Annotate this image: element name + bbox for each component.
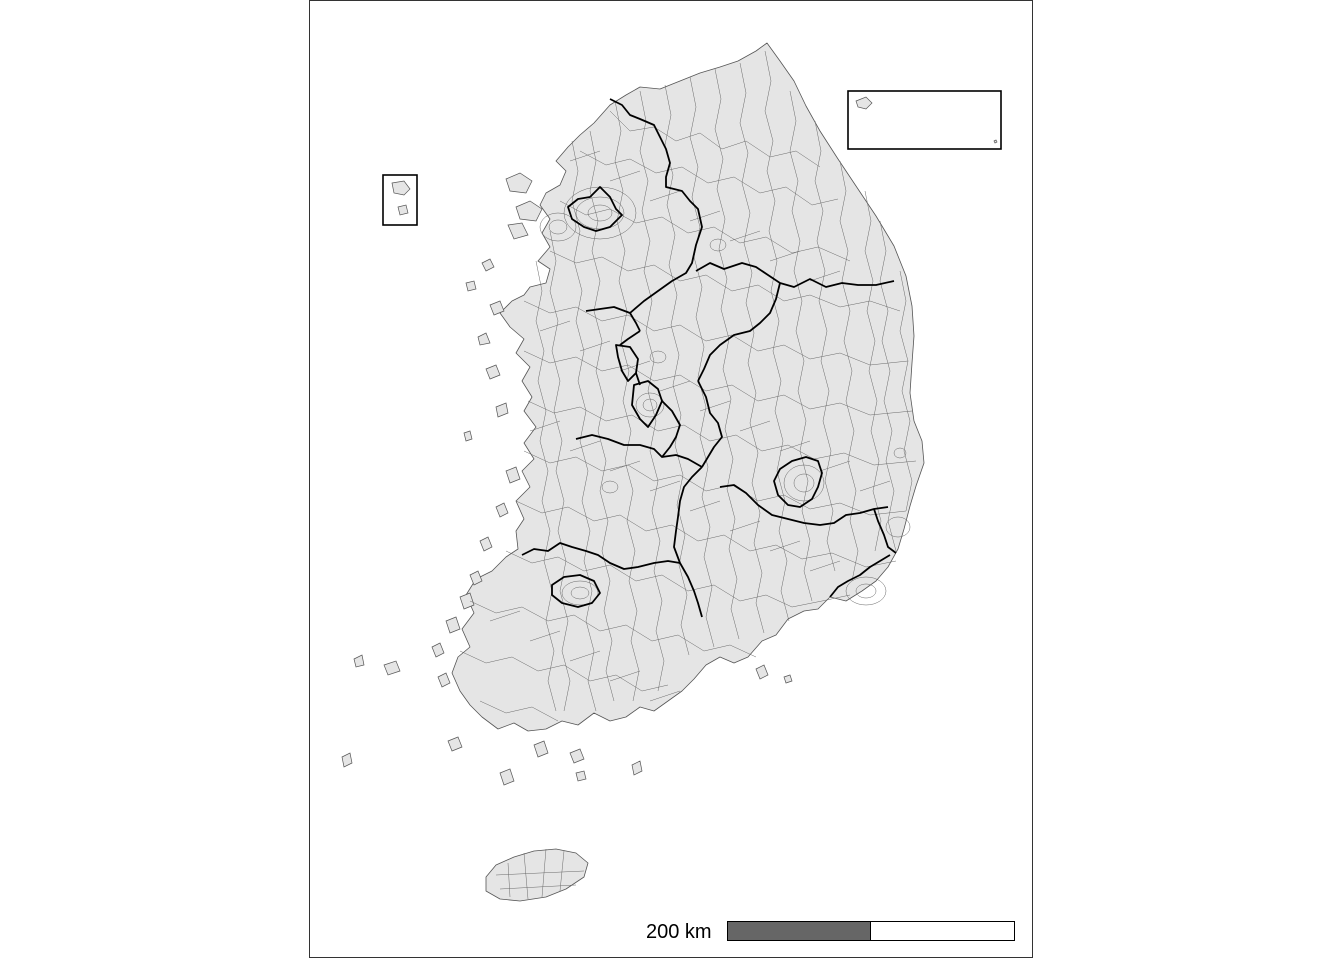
inset-box-ulleungdo	[847, 90, 1002, 150]
scale-bar-light-segment	[871, 922, 1014, 940]
district-borders	[459, 50, 917, 722]
scale-bar-label: 200 km	[646, 921, 712, 943]
map-frame	[309, 0, 1033, 958]
province-borders	[521, 98, 897, 618]
jeju-island	[485, 848, 589, 902]
korea-district-map	[341, 42, 1002, 902]
scale-bar	[727, 921, 1015, 941]
scale-bar-dark-segment	[728, 922, 871, 940]
west-coast-islands	[341, 172, 793, 786]
